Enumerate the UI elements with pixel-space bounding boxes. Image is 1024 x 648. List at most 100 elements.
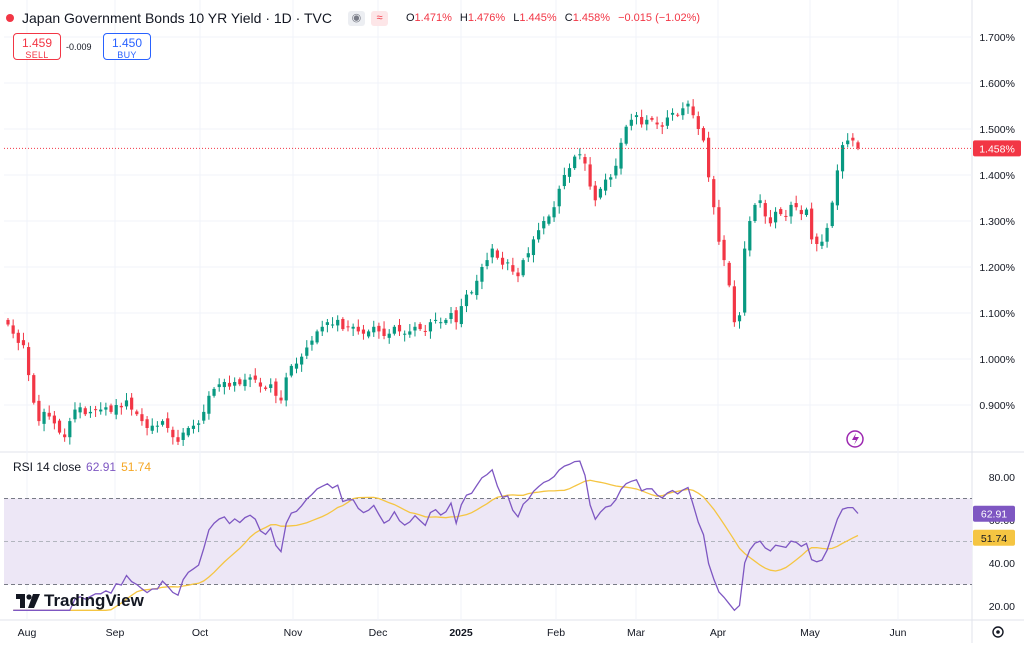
candle-body	[495, 250, 499, 258]
candle	[325, 318, 329, 333]
candle-body	[428, 322, 433, 332]
candle-body	[670, 112, 675, 115]
candle	[294, 357, 299, 374]
candle	[119, 402, 123, 415]
candle-body	[145, 419, 149, 428]
candle	[454, 307, 458, 330]
candle-body	[413, 326, 417, 331]
time-tick-label: Sep	[106, 627, 125, 639]
candle-body	[243, 379, 247, 387]
candle	[552, 201, 556, 222]
candle-body	[609, 177, 613, 180]
candle-body	[851, 137, 855, 141]
rsi-tick-label: 20.00	[989, 601, 1015, 613]
candle	[830, 200, 834, 228]
candle	[227, 375, 232, 390]
candle-body	[439, 322, 443, 324]
candle-body	[815, 236, 819, 244]
candle	[397, 318, 402, 336]
candle	[583, 153, 587, 171]
candle	[186, 426, 190, 438]
price-change: −0.015 (−1.02%)	[618, 12, 701, 24]
candle	[480, 263, 484, 290]
candle-body	[32, 375, 36, 403]
candle-body	[547, 216, 551, 224]
candle-body	[397, 324, 402, 332]
candle	[619, 138, 623, 175]
tradingview-icon	[16, 594, 40, 608]
candle	[516, 267, 520, 283]
candle	[779, 207, 783, 216]
candle	[449, 307, 453, 324]
candle	[547, 214, 551, 226]
candle-body	[114, 405, 118, 415]
candle-body	[403, 333, 407, 335]
candle-body	[583, 157, 587, 164]
candle-body	[500, 257, 505, 265]
candle	[676, 112, 680, 118]
ohlc-values: O1.471% H1.476% L1.445% C1.458% −0.015 (…	[405, 12, 701, 24]
candle-body	[459, 306, 463, 325]
candle-body	[799, 209, 803, 215]
candle-body	[294, 363, 299, 369]
candle	[140, 408, 144, 426]
lightning-icon-glyph	[852, 433, 859, 445]
gear-icon[interactable]	[992, 626, 1004, 638]
eye-off-icon[interactable]: ◉	[347, 10, 365, 26]
candle	[367, 329, 371, 339]
candle-body	[629, 119, 633, 126]
candle-body	[727, 262, 731, 286]
candle-body	[361, 329, 366, 334]
candle	[52, 410, 56, 430]
candle-body	[222, 382, 226, 388]
candle	[748, 216, 752, 257]
candle	[851, 133, 855, 147]
candle	[181, 428, 185, 446]
candle-body	[181, 432, 185, 440]
symbol-title[interactable]: Japan Government Bonds 10 YR Yield · 1D …	[22, 10, 332, 26]
candle-body	[315, 331, 319, 343]
candle	[413, 322, 417, 337]
candle-body	[552, 207, 556, 218]
candle	[176, 429, 180, 446]
candle-body	[171, 429, 175, 438]
lightning-icon	[846, 430, 864, 448]
candle-body	[130, 397, 134, 410]
time-tick-label: 2025	[449, 627, 473, 639]
candle-body	[124, 400, 129, 407]
rsi-tick-label: 40.00	[989, 558, 1015, 570]
time-tick-label: Apr	[710, 627, 727, 639]
candle	[109, 403, 113, 414]
wave-icon[interactable]: ≈	[370, 10, 388, 26]
candle-body	[562, 175, 566, 187]
candle-body	[217, 384, 221, 388]
candle	[392, 324, 396, 336]
rsi-legend[interactable]: RSI 14 close 62.91 51.74	[13, 460, 152, 474]
tradingview-logo[interactable]: TradingView	[16, 591, 144, 611]
candle-body	[346, 326, 350, 328]
candle	[629, 113, 633, 131]
candle	[99, 402, 103, 415]
candle-body	[284, 377, 288, 401]
rsi-tick-label: 80.00	[989, 472, 1015, 484]
candle	[336, 315, 340, 332]
candle	[789, 201, 793, 224]
candle	[377, 322, 381, 339]
candle-body	[325, 322, 329, 325]
sell-button[interactable]: 1.459 SELL	[13, 33, 61, 60]
buy-button[interactable]: 1.450 BUY	[103, 33, 151, 60]
candle-body	[619, 142, 623, 169]
candle-body	[573, 156, 577, 169]
rsi-value-tag	[973, 505, 1015, 522]
candle-body	[418, 324, 422, 330]
candle-body	[588, 164, 592, 187]
candle	[305, 340, 309, 359]
candle	[526, 247, 530, 262]
candle-body	[233, 382, 237, 386]
candle-body	[238, 379, 242, 385]
candle-body	[542, 221, 546, 229]
candle	[773, 207, 778, 229]
candle-body	[42, 411, 46, 424]
